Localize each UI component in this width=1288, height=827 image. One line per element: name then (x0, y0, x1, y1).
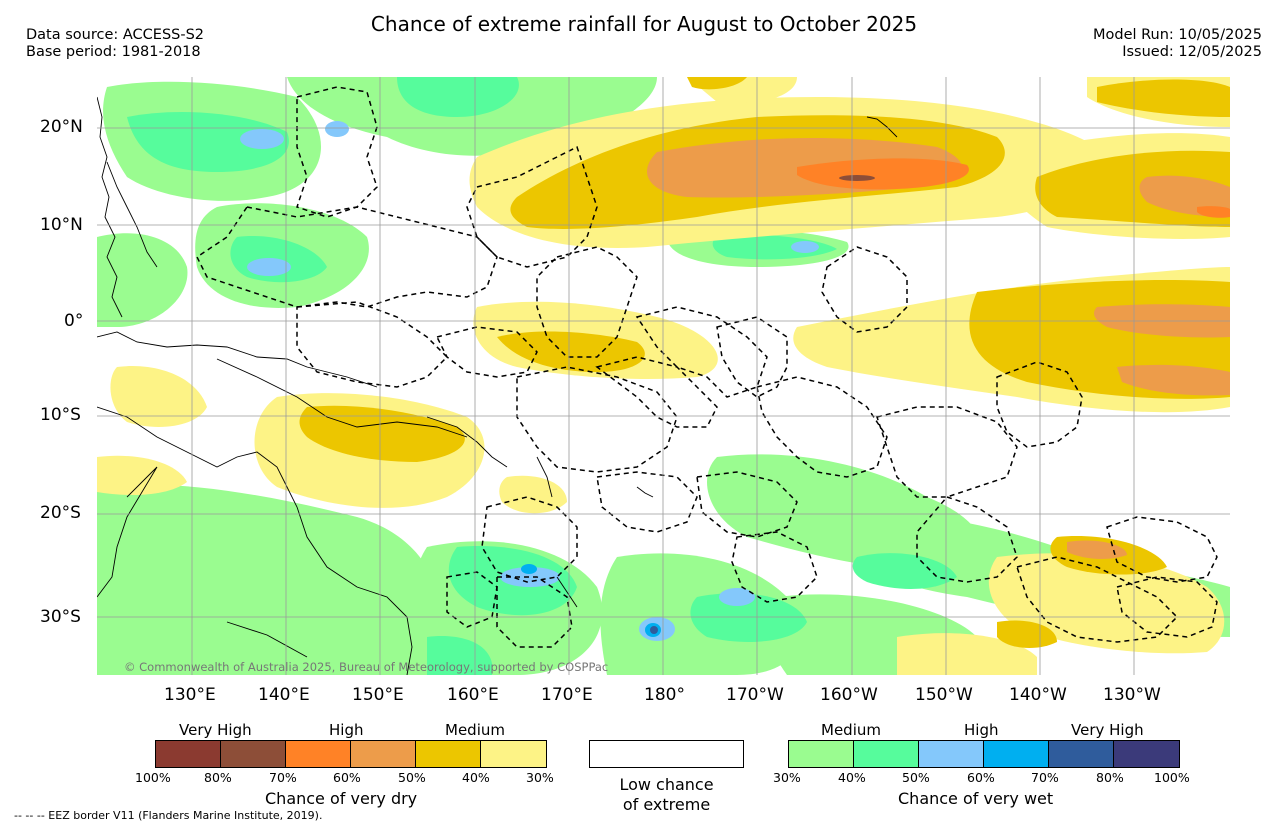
graticule (97, 77, 1230, 675)
base-period: Base period: 1981-2018 (26, 44, 201, 60)
coastlines (97, 96, 898, 675)
dry-swatch-80-70 (221, 741, 286, 767)
lat-tick-10s: 10°S (40, 405, 81, 425)
wet-cat-medium: Medium (821, 721, 881, 739)
dry-swatch-40-30 (481, 741, 546, 767)
dry-tick-40: 40% (462, 770, 490, 785)
low-chance-line1: Low chance (619, 775, 714, 794)
dry-tick-80: 80% (204, 770, 232, 785)
lon-tick-150w: 150°W (915, 685, 973, 705)
dry-swatch-100-80 (156, 741, 221, 767)
wet-medium-areas (97, 77, 1230, 675)
wet-swatch-60-70 (984, 741, 1049, 767)
lat-tick-0: 0° (64, 311, 84, 331)
dry-70-areas (797, 158, 1230, 218)
dry-tick-60: 60% (333, 770, 361, 785)
lat-tick-10n: 10°N (40, 215, 83, 235)
wet-tick-100: 100% (1154, 770, 1190, 785)
low-chance-swatch (589, 740, 744, 768)
wet-tick-60: 60% (967, 770, 995, 785)
wet-swatch-40-50 (854, 741, 919, 767)
rainfall-map-svg (97, 77, 1230, 675)
dry-tick-100: 100% (135, 770, 171, 785)
lat-tick-20n: 20°N (40, 117, 83, 137)
wet-cat-very-high: Very High (1071, 721, 1144, 739)
wet-tick-50: 50% (902, 770, 930, 785)
eez-footnote: -- -- -- EEZ border V11 (Flanders Marine… (14, 809, 323, 822)
dry-swatch-60-50 (351, 741, 416, 767)
dry-legend-caption: Chance of very dry (265, 789, 418, 808)
lat-tick-30s: 30°S (40, 607, 81, 627)
lon-tick-150e: 150°E (352, 685, 404, 705)
dry-tick-30: 30% (526, 770, 554, 785)
wet-swatch-30-40 (789, 741, 854, 767)
wet-legend-caption: Chance of very wet (898, 789, 1054, 808)
dry-swatch-50-40 (416, 741, 481, 767)
issued-date: Issued: 12/05/2025 (1122, 44, 1262, 60)
dry-colorbar (155, 740, 547, 768)
dry-cat-medium: Medium (445, 721, 505, 739)
lon-tick-170e: 170°E (541, 685, 593, 705)
data-source: Data source: ACCESS-S2 (26, 27, 205, 43)
dry-tick-50: 50% (398, 770, 426, 785)
wet-tick-70: 70% (1031, 770, 1059, 785)
lon-tick-140w: 140°W (1009, 685, 1067, 705)
model-run: Model Run: 10/05/2025 (1092, 27, 1262, 43)
dry-cat-high: High (329, 721, 364, 739)
rainfall-map (97, 77, 1230, 675)
wet-tick-40: 40% (838, 770, 866, 785)
dry-swatch-70-60 (286, 741, 351, 767)
dry-80-areas (839, 175, 875, 181)
wet-cat-high: High (964, 721, 999, 739)
lon-tick-160e: 160°E (447, 685, 499, 705)
lon-tick-130w: 130°W (1103, 685, 1161, 705)
wet-tick-80: 80% (1096, 770, 1124, 785)
wet-tick-30: 30% (773, 770, 801, 785)
wet-70-areas (650, 626, 658, 634)
lon-tick-130e: 130°E (164, 685, 216, 705)
dry-cat-very-high: Very High (179, 721, 252, 739)
copyright-notice: © Commonwealth of Australia 2025, Bureau… (124, 660, 609, 674)
lon-tick-140e: 140°E (258, 685, 310, 705)
map-title: Chance of extreme rainfall for August to… (370, 12, 918, 36)
low-chance-line2: of extreme (622, 795, 711, 814)
wet-colorbar (788, 740, 1180, 768)
lat-tick-20s: 20°S (40, 503, 81, 523)
lon-tick-160w: 160°W (820, 685, 878, 705)
lon-tick-180: 180° (644, 685, 685, 705)
dry-tick-70: 70% (269, 770, 297, 785)
wet-swatch-80-100 (1114, 741, 1179, 767)
lon-tick-170w: 170°W (726, 685, 784, 705)
wet-swatch-70-80 (1049, 741, 1114, 767)
wet-high-areas (127, 77, 957, 675)
wet-swatch-50-60 (919, 741, 984, 767)
